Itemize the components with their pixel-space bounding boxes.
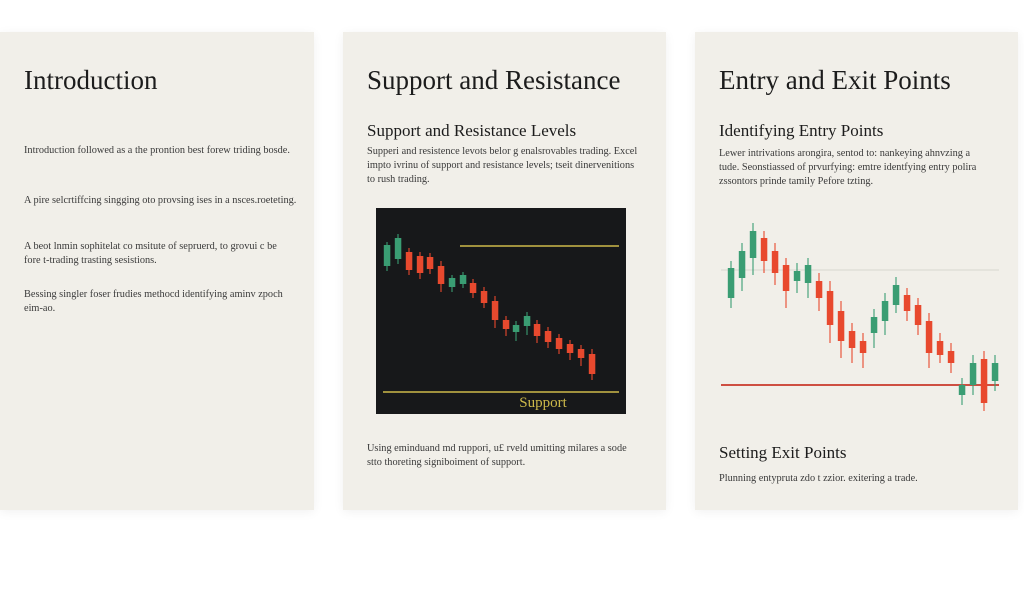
svg-text:Support: Support <box>519 395 567 411</box>
